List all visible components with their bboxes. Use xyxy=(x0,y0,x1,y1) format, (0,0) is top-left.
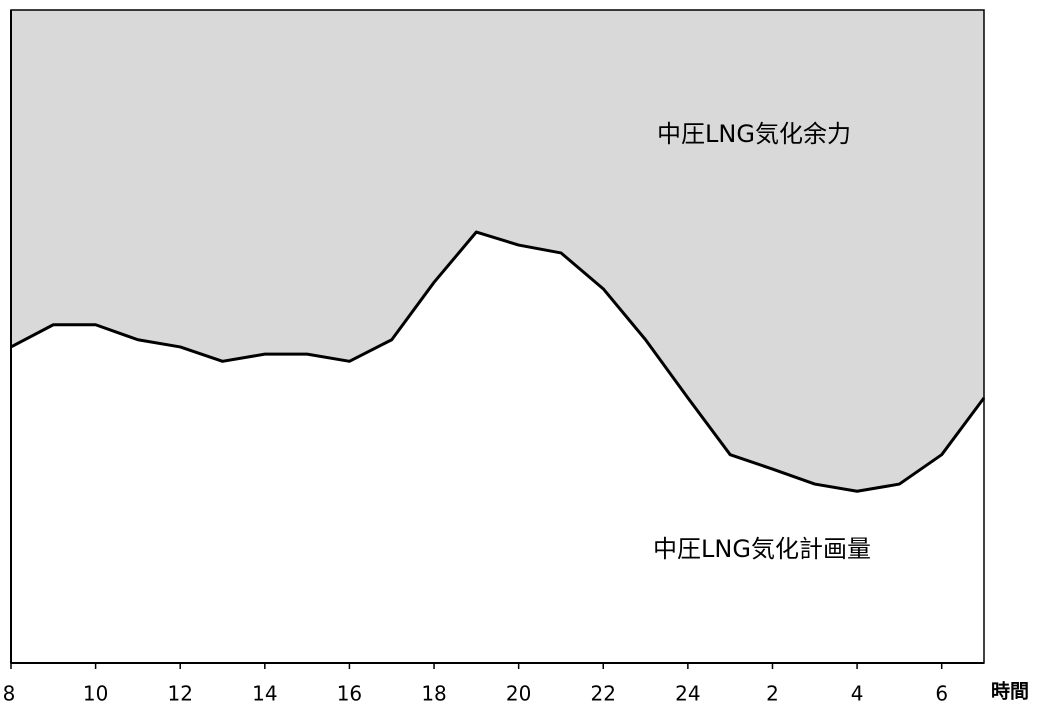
line xyxy=(10,230,986,493)
area-label: 中圧LNG気化余力 xyxy=(657,120,851,148)
x-axis-label: 時間 xyxy=(991,681,1029,703)
area-label: 中圧LNG気化計画量 xyxy=(653,535,871,563)
x-tick-label: 8 xyxy=(3,682,16,706)
x-tick-label: 24 xyxy=(675,682,700,706)
plot: 8 10 12 14 16 18 20 22 24 2 4 6 xyxy=(3,9,986,706)
x-tick-label: 12 xyxy=(167,682,192,706)
x-tick-label: 18 xyxy=(421,682,446,706)
area-above xyxy=(11,10,984,492)
area-below xyxy=(11,232,984,663)
x-tick-label: 6 xyxy=(935,682,948,706)
x-tick-label: 14 xyxy=(252,682,277,706)
x-tick-label: 22 xyxy=(591,682,616,706)
x-tick-label: 20 xyxy=(506,682,531,706)
x-tick-label: 4 xyxy=(851,682,864,706)
x-tick-label: 10 xyxy=(83,682,108,706)
x-tick-label: 16 xyxy=(337,682,362,706)
x-tick-label: 2 xyxy=(766,682,779,706)
